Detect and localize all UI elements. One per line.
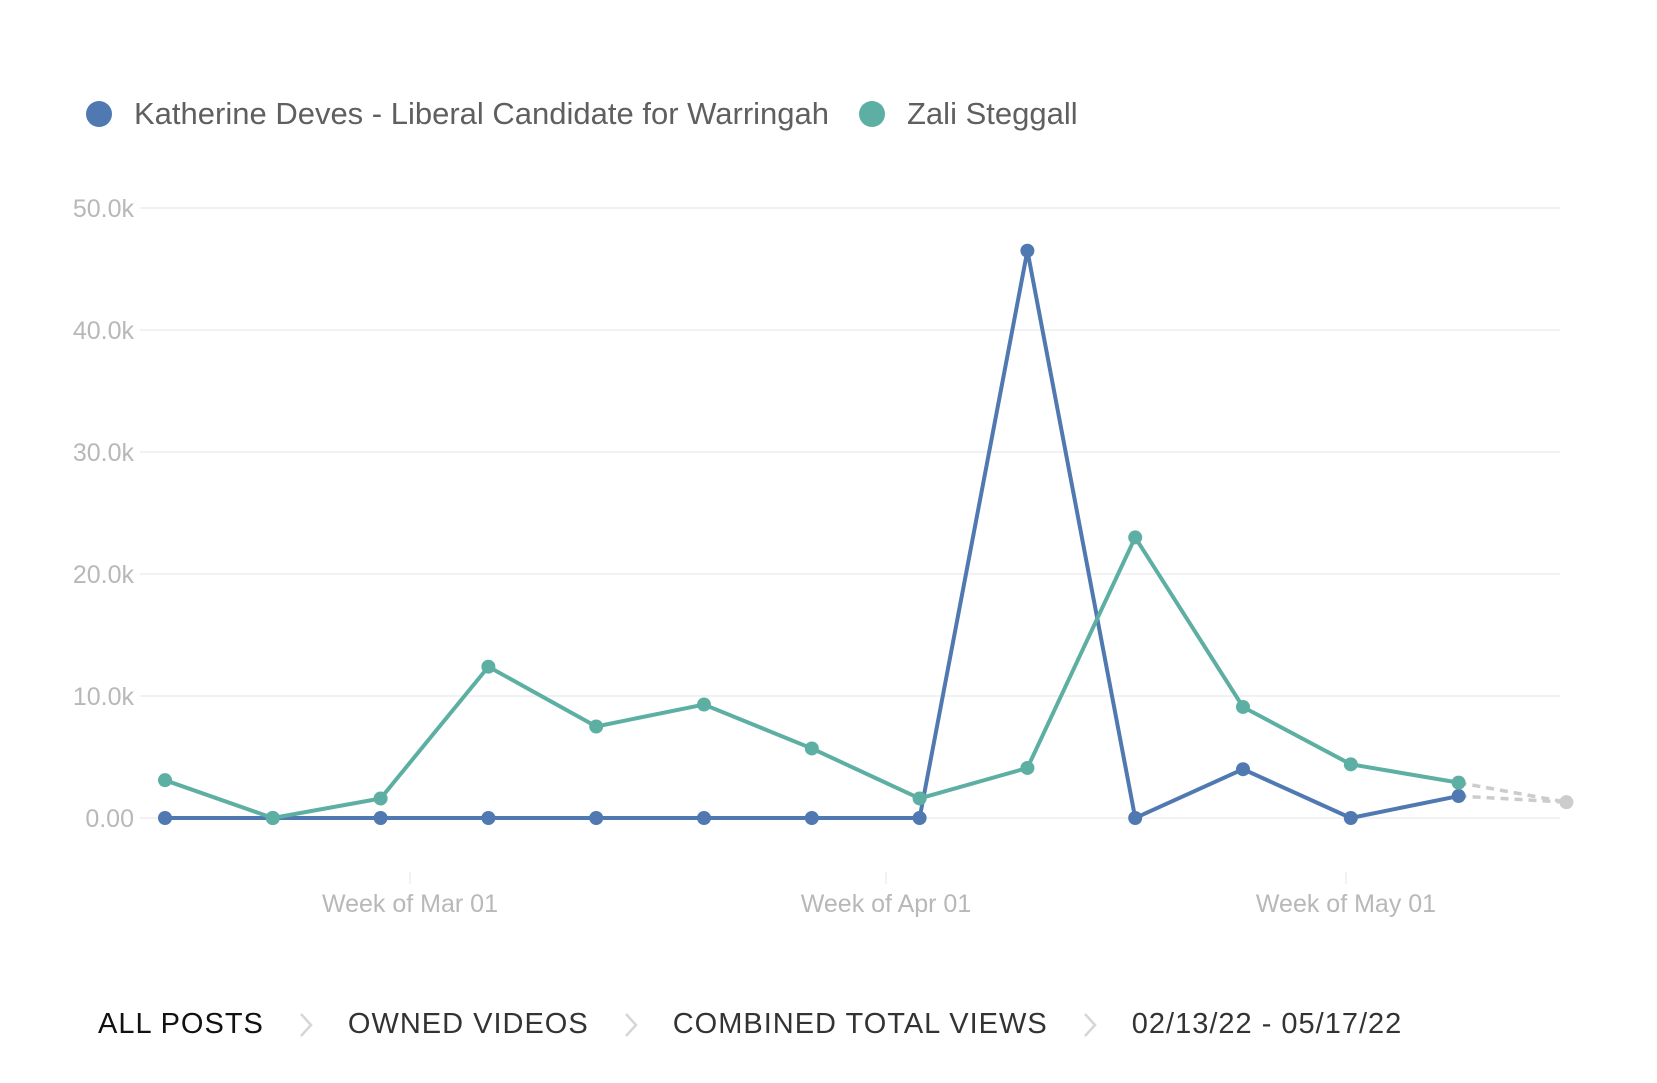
data-point bbox=[1128, 811, 1143, 825]
data-point bbox=[912, 791, 927, 806]
data-point bbox=[1128, 530, 1143, 545]
legend-item-steggall[interactable]: Zali Steggall bbox=[859, 96, 1078, 132]
y-tick-label: 50.0k bbox=[73, 195, 135, 223]
breadcrumb: ALL POSTS OWNED VIDEOS COMBINED TOTAL VI… bbox=[98, 1008, 1402, 1041]
legend-marker-steggall bbox=[859, 101, 885, 127]
x-axis: Week of Mar 01 Week of Apr 01 Week of May … bbox=[322, 872, 1436, 918]
breadcrumb-combined-total-views[interactable]: COMBINED TOTAL VIEWS bbox=[672, 1008, 1048, 1040]
breadcrumb-date-range[interactable]: 02/13/22 - 05/17/22 bbox=[1131, 1008, 1403, 1040]
data-point bbox=[1343, 757, 1358, 772]
series-line-0 bbox=[165, 248, 1459, 820]
y-tick-label: 10.0k bbox=[73, 683, 135, 711]
data-point bbox=[481, 811, 496, 825]
y-tick-label: 40.0k bbox=[73, 317, 135, 345]
chevron-right-icon bbox=[624, 1012, 638, 1037]
data-point bbox=[1020, 760, 1035, 775]
partial-connector-0 bbox=[1458, 794, 1567, 804]
data-point bbox=[373, 811, 388, 825]
data-point bbox=[697, 697, 711, 712]
data-point bbox=[1236, 762, 1250, 777]
breadcrumb-owned-videos[interactable]: OWNED VIDEOS bbox=[347, 1008, 589, 1040]
data-point bbox=[1236, 699, 1250, 714]
legend: Katherine Deves - Liberal Candidate for … bbox=[86, 96, 1078, 132]
y-tick-label: 30.0k bbox=[73, 439, 135, 467]
series-line-1 bbox=[164, 535, 1459, 820]
partial-connector-1 bbox=[1458, 780, 1567, 804]
data-point bbox=[1343, 811, 1358, 825]
x-tick-label: Week of Apr 01 bbox=[801, 890, 971, 918]
data-point bbox=[912, 811, 927, 825]
data-point bbox=[1020, 243, 1035, 258]
gridlines bbox=[140, 207, 1560, 819]
data-point bbox=[481, 659, 496, 674]
legend-label-deves: Katherine Deves - Liberal Candidate for … bbox=[134, 96, 829, 131]
x-tick-label: Week of Mar 01 bbox=[322, 890, 498, 918]
data-point bbox=[1451, 789, 1466, 804]
data-point bbox=[589, 719, 604, 734]
data-point bbox=[158, 811, 172, 825]
chevron-right-icon bbox=[1083, 1012, 1097, 1037]
series-lines bbox=[164, 248, 1567, 820]
y-tick-label: 20.0k bbox=[73, 561, 135, 589]
chevron-right-icon bbox=[299, 1012, 313, 1037]
data-point bbox=[697, 811, 711, 825]
breadcrumb-all-posts[interactable]: ALL POSTS bbox=[98, 1008, 264, 1040]
data-point bbox=[804, 811, 819, 825]
legend-item-deves[interactable]: Katherine Deves - Liberal Candidate for … bbox=[86, 96, 829, 132]
partial-data-point bbox=[1559, 795, 1574, 810]
y-tick-label: 0.00 bbox=[85, 805, 134, 833]
legend-label-steggall: Zali Steggall bbox=[907, 96, 1078, 131]
data-point bbox=[1451, 775, 1466, 790]
series-points bbox=[158, 243, 1574, 825]
x-tick-label: Week of May 01 bbox=[1256, 890, 1436, 918]
data-point bbox=[804, 741, 819, 756]
data-point bbox=[158, 773, 172, 788]
legend-marker-deves bbox=[86, 101, 112, 127]
data-point bbox=[589, 811, 604, 825]
data-point bbox=[265, 811, 280, 825]
y-axis: 0.00 10.0k 20.0k 30.0k 40.0k 50.0k bbox=[73, 195, 135, 833]
data-point bbox=[373, 791, 388, 806]
